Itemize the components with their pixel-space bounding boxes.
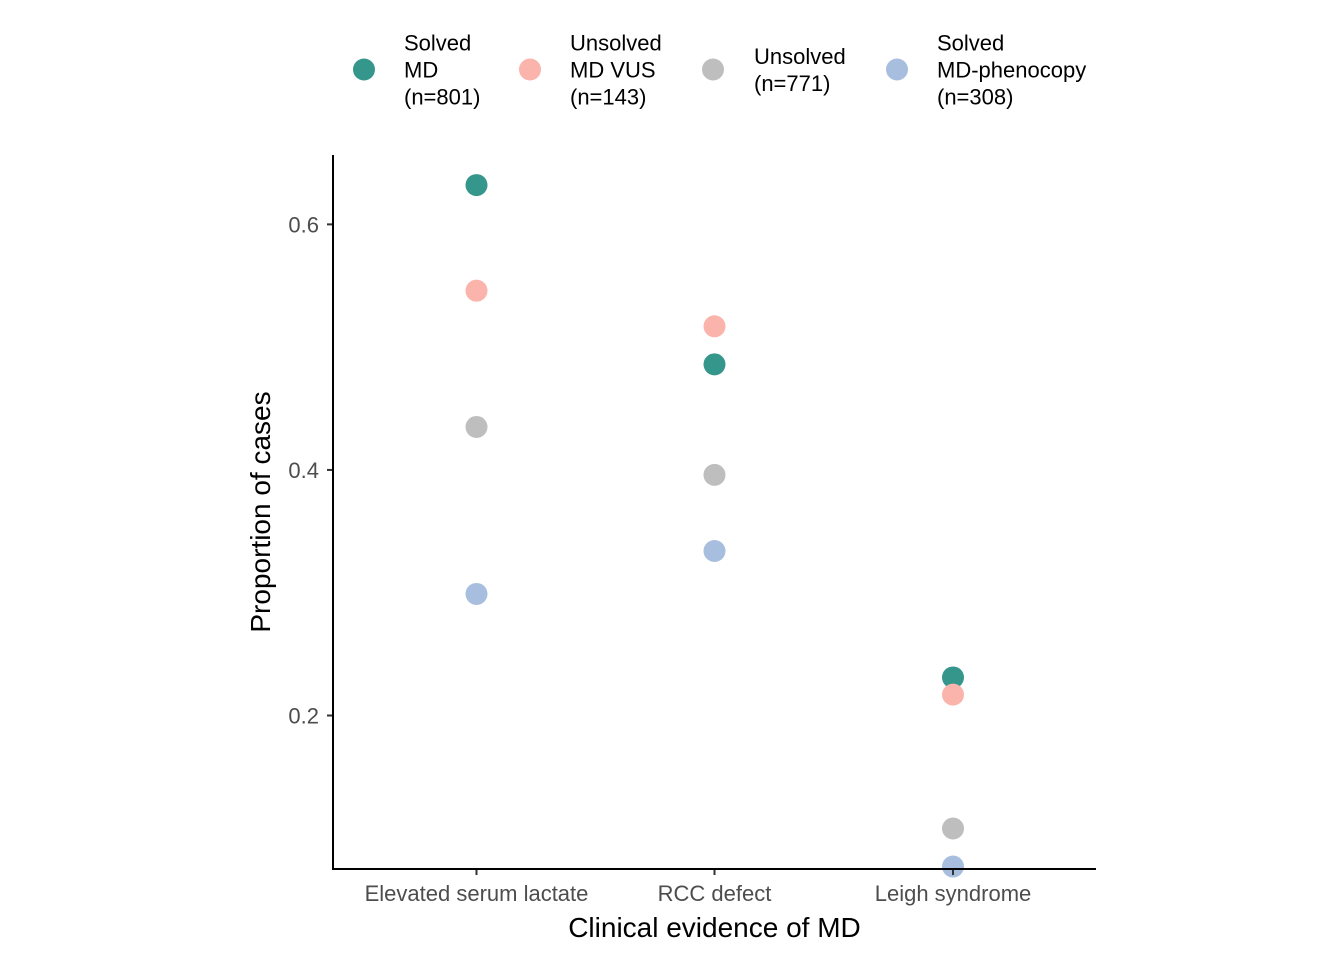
legend-label: Unsolved — [754, 44, 846, 69]
y-axis-title: Proportion of cases — [245, 391, 276, 632]
x-tick-label: RCC defect — [658, 881, 772, 906]
y-axis-ticks: 0.2 0.4 0.6 — [288, 212, 333, 729]
legend-label: MD-phenocopy — [937, 58, 1086, 83]
data-points — [465, 174, 964, 878]
data-point — [703, 463, 726, 486]
legend-label: MD — [404, 58, 438, 83]
data-point — [703, 353, 726, 376]
y-tick-label: 0.6 — [288, 212, 319, 237]
y-tick-label: 0.4 — [288, 458, 319, 483]
legend-label: (n=308) — [937, 85, 1013, 110]
legend-label: Unsolved — [570, 31, 662, 56]
legend-label: (n=771) — [754, 71, 830, 96]
x-axis-ticks: Elevated serum lactate RCC defect Leigh sy… — [365, 869, 1032, 906]
data-point — [942, 683, 964, 706]
legend-key — [702, 58, 724, 81]
data-point — [465, 415, 488, 438]
data-point — [465, 174, 488, 197]
data-point — [703, 315, 726, 338]
legend-key — [886, 58, 908, 81]
data-point — [465, 582, 488, 605]
data-point — [942, 817, 964, 840]
legend-key — [519, 58, 541, 81]
x-tick-label: Leigh syndrome — [875, 881, 1032, 906]
x-axis-title: Clinical evidence of MD — [568, 912, 861, 943]
data-point — [942, 855, 964, 878]
legend-label: Solved — [937, 31, 1004, 56]
legend-label: Solved — [404, 31, 471, 56]
legend-label: (n=801) — [404, 85, 480, 110]
data-point — [465, 279, 488, 302]
legend-key — [353, 58, 375, 81]
legend-label: MD VUS — [570, 58, 656, 83]
x-tick-label: Elevated serum lactate — [365, 881, 589, 906]
y-tick-label: 0.2 — [288, 704, 319, 729]
legend-label: (n=143) — [570, 85, 646, 110]
data-point — [942, 666, 964, 689]
data-point — [703, 539, 726, 562]
